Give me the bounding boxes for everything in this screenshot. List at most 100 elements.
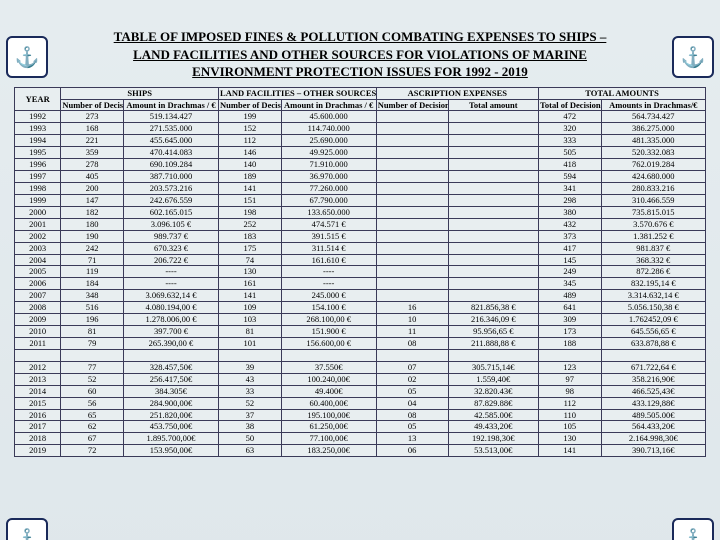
hdr-ships: SHIPS bbox=[61, 87, 219, 99]
table-cell bbox=[376, 206, 448, 218]
table-cell: 3.069.632,14 € bbox=[123, 290, 218, 302]
table-row: 20091961.278.006,00 €103268.100,00 €1021… bbox=[15, 314, 706, 326]
table-cell: 242.676.559 bbox=[123, 194, 218, 206]
table-row: 1999147242.676.55915167.790.000298310.46… bbox=[15, 194, 706, 206]
table-cell: 39 bbox=[219, 361, 282, 373]
table-cell bbox=[448, 218, 538, 230]
table-cell: 872.286 € bbox=[601, 266, 705, 278]
table-cell bbox=[376, 171, 448, 183]
table-cell: 391.515 € bbox=[281, 230, 376, 242]
table-cell: 67.790.000 bbox=[281, 194, 376, 206]
table-cell: 405 bbox=[61, 171, 124, 183]
table-cell bbox=[448, 123, 538, 135]
table-cell: 206.722 € bbox=[123, 254, 218, 266]
table-cell bbox=[376, 218, 448, 230]
table-row: 201556284.900,00€5260.400,00€0487.829.88… bbox=[15, 397, 706, 409]
table-cell: 146 bbox=[219, 147, 282, 159]
table-cell: 821.856,38 € bbox=[448, 302, 538, 314]
table-cell: 433.129,88€ bbox=[601, 397, 705, 409]
table-cell: 1993 bbox=[15, 123, 61, 135]
table-cell bbox=[448, 290, 538, 302]
table-cell: 564.433,20€ bbox=[601, 421, 705, 433]
table-row: 201665251.820,00€37195.100,00€0842.585.0… bbox=[15, 409, 706, 421]
table-cell: 2010 bbox=[15, 326, 61, 338]
table-cell: 65 bbox=[61, 409, 124, 421]
table-row: 20011803.096.105 €252474.571 €4323.570.6… bbox=[15, 218, 706, 230]
table-row: 201762453.750,00€3861.250,00€0549.433,20… bbox=[15, 421, 706, 433]
table-cell: 05 bbox=[376, 385, 448, 397]
table-cell bbox=[448, 194, 538, 206]
table-cell: 256.417,50€ bbox=[123, 373, 218, 385]
table-cell: 112 bbox=[219, 135, 282, 147]
table-cell: 152 bbox=[219, 123, 282, 135]
table-cell: 489 bbox=[538, 290, 601, 302]
table-cell: 2004 bbox=[15, 254, 61, 266]
table-cell: ---- bbox=[123, 266, 218, 278]
table-cell: 472 bbox=[538, 111, 601, 123]
table-cell: 16 bbox=[376, 302, 448, 314]
hdr-year: YEAR bbox=[15, 87, 61, 111]
table-cell: 49.400€ bbox=[281, 385, 376, 397]
table-cell bbox=[376, 183, 448, 195]
table-cell: 161.610 € bbox=[281, 254, 376, 266]
table-cell: 77.260.000 bbox=[281, 183, 376, 195]
table-cell: 02 bbox=[376, 373, 448, 385]
table-cell: 505 bbox=[538, 147, 601, 159]
table-cell: 1994 bbox=[15, 135, 61, 147]
table-row: 201352256.417,50€43100.240,00€021.559,40… bbox=[15, 373, 706, 385]
table-cell bbox=[448, 171, 538, 183]
table-cell: 81 bbox=[219, 326, 282, 338]
hdr-land: LAND FACILITIES – OTHER SOURCES bbox=[219, 87, 377, 99]
table-cell: 1.895.700,00€ bbox=[123, 433, 218, 445]
table-cell: 466.525,43€ bbox=[601, 385, 705, 397]
table-cell: 305.715,14€ bbox=[448, 361, 538, 373]
table-cell: 211.888,88 € bbox=[448, 338, 538, 350]
table-cell: 08 bbox=[376, 409, 448, 421]
table-cell bbox=[448, 206, 538, 218]
table-cell: 387.710.000 bbox=[123, 171, 218, 183]
table-cell: 183.250,00€ bbox=[281, 445, 376, 457]
table-cell: 1997 bbox=[15, 171, 61, 183]
hdr-tot-numdec: Total of Decisions bbox=[538, 99, 601, 111]
table-cell: 474.571 € bbox=[281, 218, 376, 230]
table-cell: 52 bbox=[219, 397, 282, 409]
table-cell: 141 bbox=[538, 445, 601, 457]
table-cell: 359 bbox=[61, 147, 124, 159]
table-cell: 309 bbox=[538, 314, 601, 326]
table-cell bbox=[448, 230, 538, 242]
table-cell: 173 bbox=[538, 326, 601, 338]
table-cell: 112 bbox=[538, 397, 601, 409]
table-cell: 602.165.015 bbox=[123, 206, 218, 218]
table-cell: 2015 bbox=[15, 397, 61, 409]
table-cell: 2009 bbox=[15, 314, 61, 326]
table-cell: 151 bbox=[219, 194, 282, 206]
fines-table: YEAR SHIPS LAND FACILITIES – OTHER SOURC… bbox=[14, 87, 706, 458]
hdr-land-numdec: Number of Decisions bbox=[219, 99, 282, 111]
table-cell: 358.216,90€ bbox=[601, 373, 705, 385]
table-cell: 175 bbox=[219, 242, 282, 254]
table-cell: 101 bbox=[219, 338, 282, 350]
table-cell: 981.837 € bbox=[601, 242, 705, 254]
table-row: 201179265.390,00 €101156.600,00 €08211.8… bbox=[15, 338, 706, 350]
table-cell: 103 bbox=[219, 314, 282, 326]
table-cell: 348 bbox=[61, 290, 124, 302]
table-cell: 245.000 € bbox=[281, 290, 376, 302]
table-cell: 298 bbox=[538, 194, 601, 206]
table-cell: 273 bbox=[61, 111, 124, 123]
table-cell: 2013 bbox=[15, 373, 61, 385]
table-row: 201081397.700 €81151.900 €1195.956,65 €1… bbox=[15, 326, 706, 338]
table-cell: 184 bbox=[61, 278, 124, 290]
table-cell: 489.505.00€ bbox=[601, 409, 705, 421]
table-row: 2000182602.165.015198133.650.000380735.8… bbox=[15, 206, 706, 218]
table-cell: 49.925.000 bbox=[281, 147, 376, 159]
table-row: 2018671.895.700,00€5077.100,00€13192.198… bbox=[15, 433, 706, 445]
table-cell: 37.550€ bbox=[281, 361, 376, 373]
table-cell: 2017 bbox=[15, 421, 61, 433]
table-cell bbox=[448, 266, 538, 278]
logo-top-left: ⚓ bbox=[6, 36, 48, 78]
table-row: 1993168271.535.000152114.740.000320386.2… bbox=[15, 123, 706, 135]
table-cell: 49.433,20€ bbox=[448, 421, 538, 433]
table-cell: 397.700 € bbox=[123, 326, 218, 338]
table-cell: 71 bbox=[61, 254, 124, 266]
table-cell: 79 bbox=[61, 338, 124, 350]
